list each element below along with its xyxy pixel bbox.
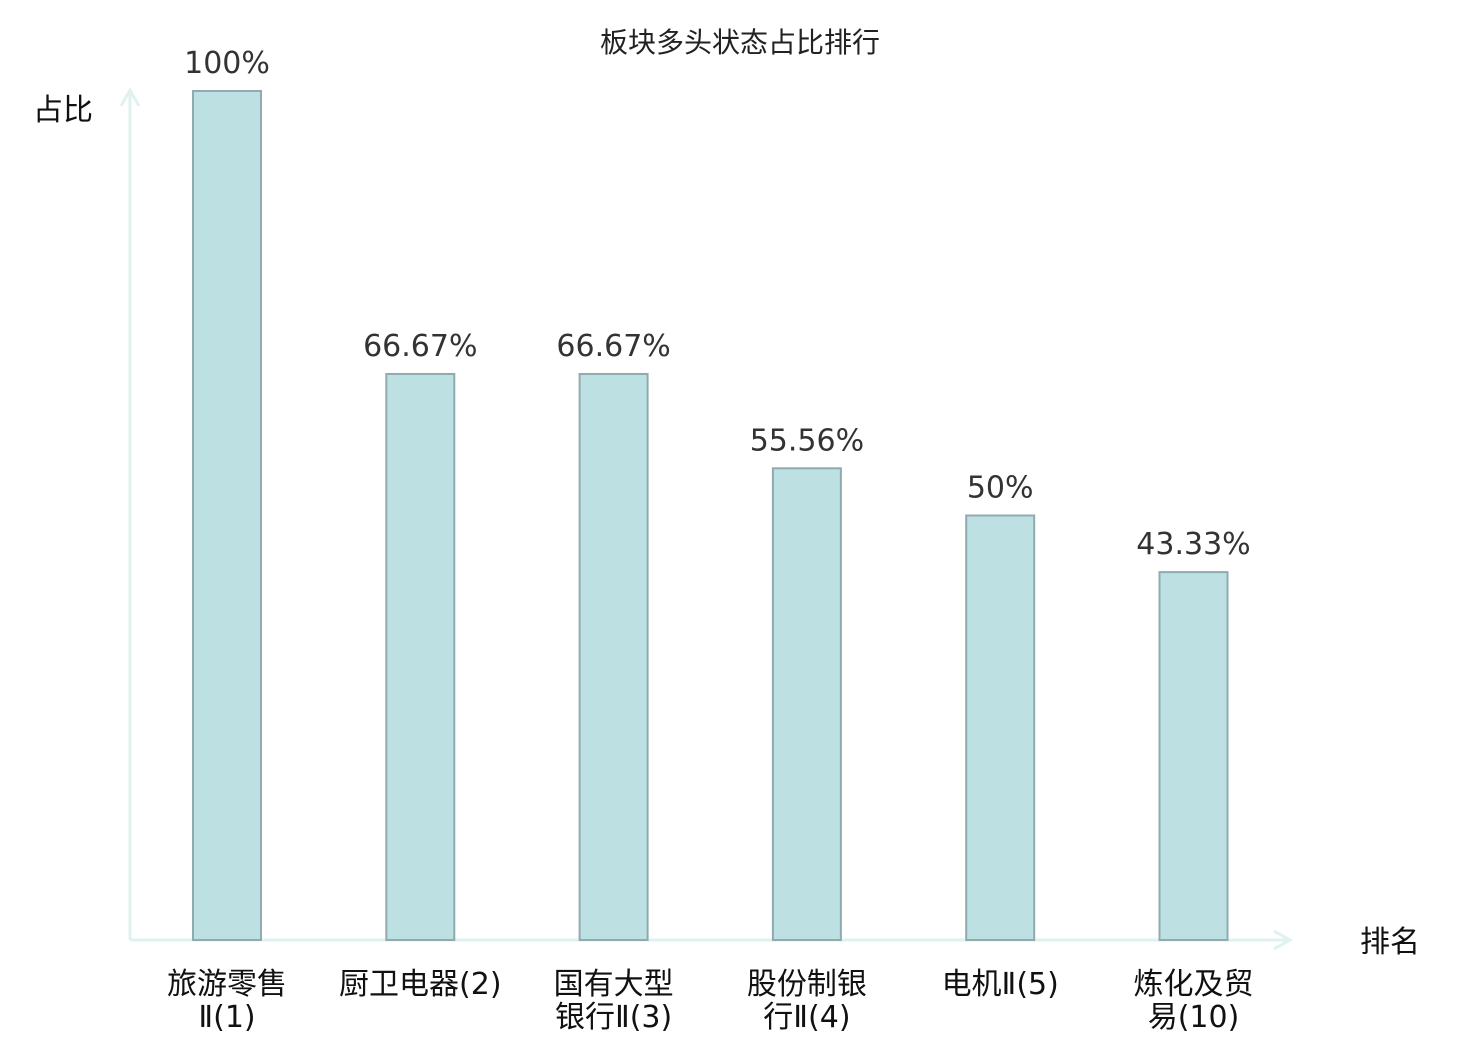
- category-label: 厨卫电器(2): [339, 967, 502, 1002]
- bar: [965, 514, 1036, 941]
- y-axis-arrow: [119, 86, 141, 107]
- x-axis-label: 排名: [1360, 925, 1420, 960]
- category-label: 电机Ⅱ(5): [942, 967, 1059, 1002]
- category-label: 国有大型: [554, 967, 674, 1002]
- category-label: 银行Ⅱ(3): [555, 1000, 672, 1035]
- chart-axes: [119, 86, 1294, 951]
- bars-group: [192, 90, 1229, 942]
- category-label: 行Ⅱ(4): [763, 1000, 850, 1035]
- category-label: 炼化及贸: [1134, 967, 1254, 1002]
- bar-value-label: 50%: [967, 471, 1034, 506]
- bar-value-label: 55.56%: [750, 423, 864, 458]
- bar: [771, 467, 842, 941]
- bar-value-label: 43.33%: [1136, 527, 1250, 562]
- bar-value-label: 66.67%: [556, 329, 670, 364]
- bar-value-label: 66.67%: [363, 329, 477, 364]
- chart-title: 板块多头状态占比排行: [600, 26, 880, 59]
- bar-value-label: 100%: [184, 46, 270, 81]
- y-axis-label: 占比: [33, 93, 93, 128]
- x-axis-arrow: [1273, 929, 1294, 951]
- category-label: 旅游零售: [167, 967, 287, 1002]
- category-label: 股份制银: [747, 967, 867, 1002]
- bar: [578, 372, 649, 942]
- category-label: Ⅱ(1): [198, 1000, 255, 1035]
- category-label: 易(10): [1148, 1000, 1240, 1035]
- bar: [192, 90, 262, 941]
- bar: [1158, 571, 1229, 941]
- value-labels-group: 100% 66.67% 66.67% 55.56% 50% 43.33%: [184, 46, 1251, 562]
- bar: [385, 372, 456, 942]
